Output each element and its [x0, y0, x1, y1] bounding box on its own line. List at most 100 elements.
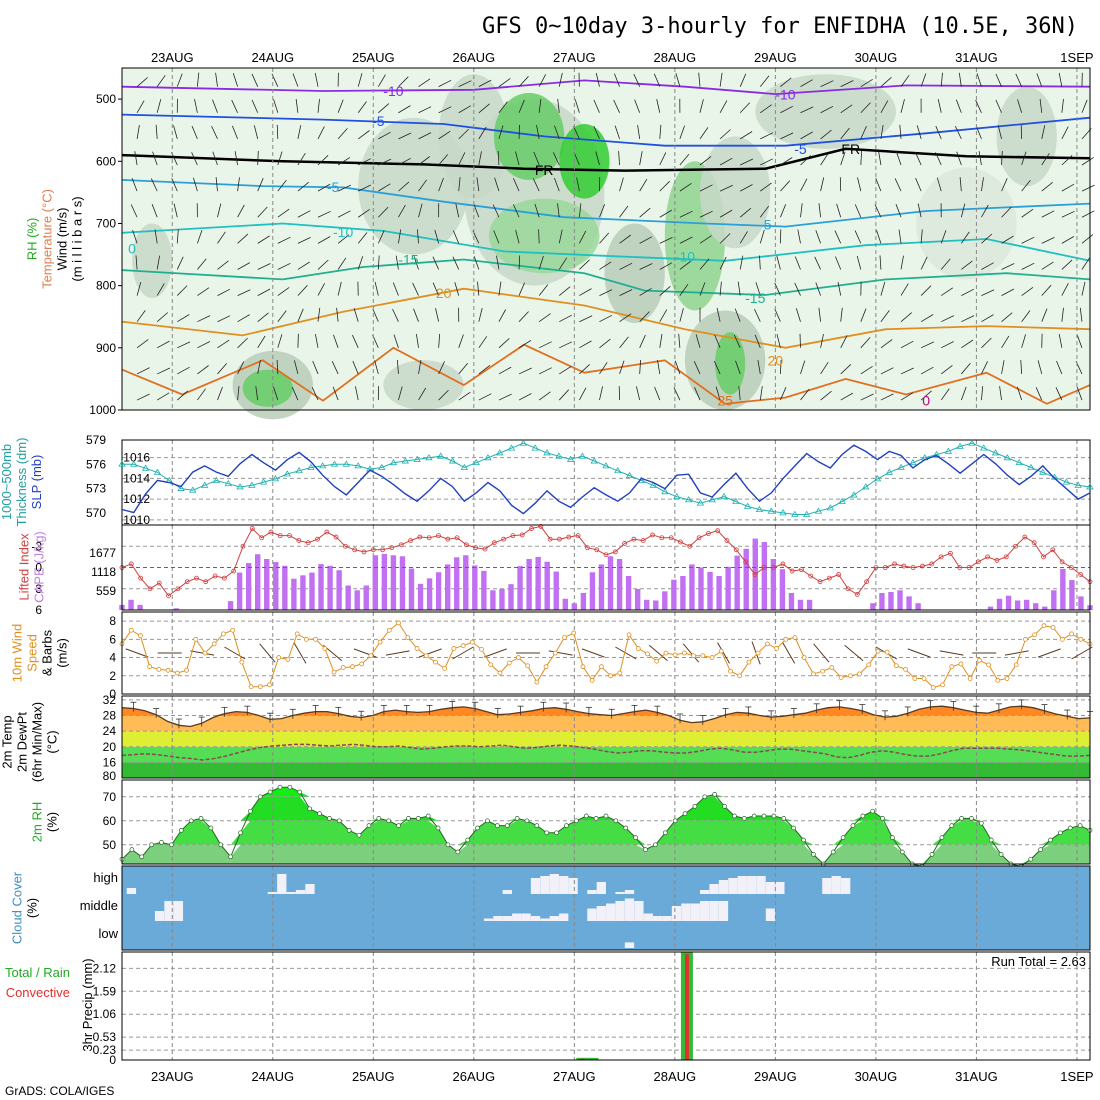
upper-wind-barb-550: [981, 177, 984, 192]
lifted-index-point-8: [194, 575, 199, 581]
cape-bar-72: [770, 559, 777, 610]
cape-bar-68: [734, 555, 740, 610]
upper-wind-barb-382: [719, 209, 733, 218]
contour-label-8: -10: [333, 224, 353, 240]
wind10m-barb-2: [190, 650, 215, 656]
upper-wind-barb-514: [920, 256, 928, 270]
lifted-index-point-96: [1013, 543, 1018, 549]
upper-wind-barb-410: [759, 255, 761, 270]
upper-wind-barb-368: [699, 184, 713, 192]
wind10m-tick-3: 2: [109, 669, 116, 683]
upper-wind-barb-316: [619, 177, 624, 192]
upper-wind-barb-421: [780, 204, 787, 218]
wind-speed-point-50: [580, 664, 586, 670]
upper-wind-barb-572: [1015, 73, 1023, 87]
upper-wind-barb-60: [217, 288, 231, 296]
upper-wind-barb-413: [754, 334, 761, 348]
upper-wind-barb-160: [378, 183, 391, 192]
upper-wind-barb-295: [579, 315, 593, 323]
upper-wind-barb-210: [458, 128, 469, 140]
upper-wind-barb-329: [639, 178, 648, 192]
rh-point-23: [346, 828, 352, 833]
upper-wind-barb-85: [257, 263, 271, 270]
rh-point-60: [712, 792, 718, 797]
upper-wind-barb-478: [860, 337, 871, 349]
upper-wind-barb-175: [398, 229, 402, 244]
wind-speed-point-14: [248, 684, 254, 690]
upper-wind-barb-5: [130, 204, 138, 218]
thickness-point-15: [295, 466, 303, 474]
upper-wind-barb-409: [759, 229, 765, 244]
upper-wind-barb-504: [900, 340, 914, 349]
rh-band-3: [122, 787, 1090, 797]
upper-wind-barb-444: [820, 129, 832, 140]
upper-wind-barb-256: [518, 311, 529, 322]
wind-speed-point-36: [451, 646, 457, 651]
cape-bar-23: [327, 565, 333, 610]
lifted-index-point-82: [882, 565, 888, 570]
bottom-date-6: 29AUG: [754, 1069, 797, 1084]
upper-wind-barb-591: [1041, 237, 1055, 244]
temp2m-tick-5: 80: [103, 769, 117, 783]
upper-wind-barb-213: [455, 203, 460, 218]
lifted-index-line: [121, 525, 1091, 597]
rh-point-54: [653, 842, 658, 848]
upper-wind-barb-150: [357, 256, 364, 270]
wind-speed-point-43: [516, 655, 521, 660]
cape-bar-6: [173, 608, 179, 610]
cloud-middle-40: [493, 916, 503, 921]
contour-label-15: 25: [717, 393, 733, 409]
lifted-index-point-50: [584, 545, 590, 551]
upper-wind-barb-464: [840, 307, 843, 322]
upper-wind-barb-36: [177, 341, 191, 349]
upper-wind-barb-411: [755, 282, 761, 296]
upper-wind-barb-474: [854, 230, 862, 244]
upper-wind-barb-267: [538, 255, 544, 270]
wind-speed-point-27: [368, 653, 374, 659]
cloud-middle-52: [606, 903, 616, 921]
rh2m-tick-0: 70: [103, 790, 117, 804]
wind-speed-point-78: [838, 675, 844, 680]
rh-point-24: [356, 832, 362, 838]
upper-wind-barb-605: [1061, 259, 1073, 270]
wind-speed-point-60: [672, 652, 678, 658]
wind10m-frame: [121, 611, 1091, 695]
lifted-index-point-90: [957, 565, 963, 570]
upper-wind-barb-348: [659, 333, 663, 348]
cape-bar-15: [255, 554, 261, 610]
upper-wind-barb-89: [257, 360, 261, 375]
upper-wind-barb-155: [355, 386, 359, 401]
upper-wind-barb-133: [337, 157, 351, 166]
upper-wind-barb-344: [659, 237, 673, 244]
lifted-index-point-4: [156, 580, 162, 586]
upper-wind-barb-199: [438, 177, 444, 192]
upper-wind-barb-377: [719, 72, 723, 87]
upper-wind-barb-351: [675, 73, 681, 87]
wind-speed-point-11: [221, 631, 226, 637]
top-date-5: 28AUG: [654, 50, 697, 65]
upper-wind-barb-165: [372, 308, 379, 322]
cape-bar-58: [644, 599, 650, 610]
rh-area-9: [242, 369, 293, 407]
wind-speed-point-34: [433, 659, 438, 665]
thickness-point-41: [602, 462, 610, 469]
wind-speed-point-23: [331, 669, 337, 675]
lifted-index-point-56: [640, 538, 646, 543]
lifted-index-point-79: [854, 592, 860, 597]
thickness-point-70: [944, 447, 953, 454]
upper-wind-barb-427: [780, 359, 782, 374]
upper-wind-barb-438: [795, 308, 801, 322]
upper-wind-barb-415: [759, 386, 763, 401]
precip-ylabel-1: Convective: [6, 985, 70, 1000]
rh-point-57: [682, 811, 688, 816]
cape-bar-50: [571, 603, 578, 610]
upper-wind-barb-275: [554, 125, 560, 140]
wind10m-barb-25: [939, 650, 964, 656]
wind-speed-point-85: [903, 667, 909, 672]
upper-wind-barb-592: [1041, 261, 1054, 270]
lifted-index-point-43: [519, 532, 525, 538]
bottom-date-3: 26AUG: [452, 1069, 495, 1084]
cloud-middle-4: [154, 911, 165, 921]
lifted-index-point-45: [538, 524, 544, 529]
upper-wind-barb-359: [679, 283, 689, 296]
